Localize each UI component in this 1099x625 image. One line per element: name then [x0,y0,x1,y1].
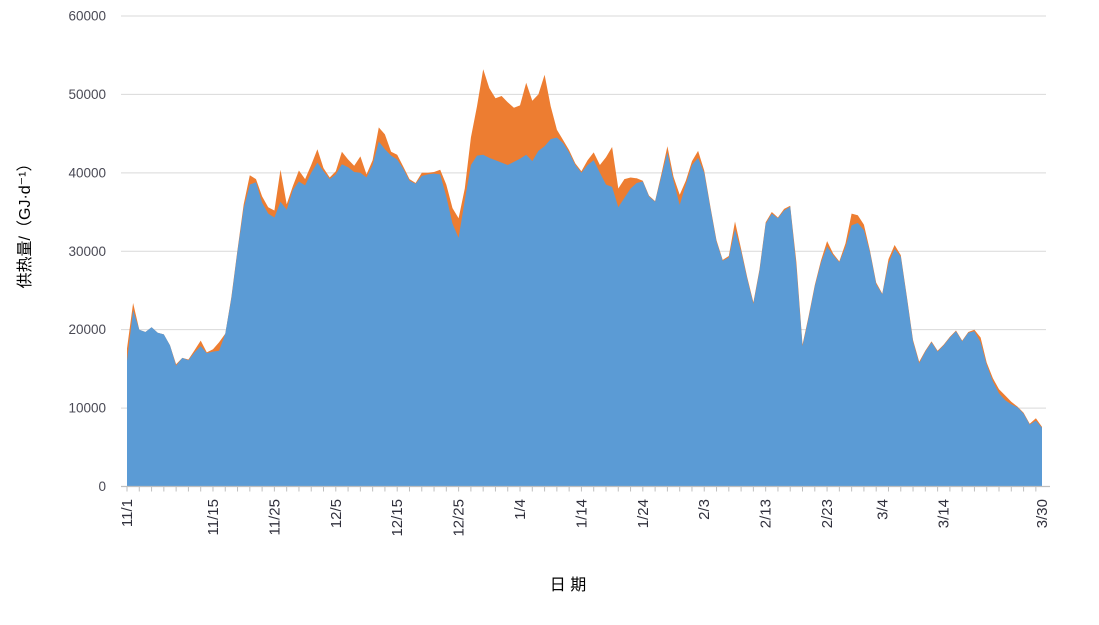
y-tick-label: 0 [98,479,106,494]
x-tick-label: 11/1 [119,499,136,527]
x-tick-label: 3/14 [936,499,953,528]
area-series [127,69,1042,487]
x-axis-title: 日 期 [550,576,586,594]
x-tick-label: 1/24 [635,499,652,528]
x-tick-label: 1/14 [573,499,590,528]
x-tick-label: 12/15 [389,499,406,537]
y-tick-label: 20000 [68,322,106,337]
series-blue-area [127,137,1042,487]
x-tick-label: 11/25 [266,499,283,535]
x-tick-label: 2/3 [696,499,713,520]
x-tick-label: 11/15 [205,499,222,535]
y-tick-label: 40000 [68,165,106,180]
y-tick-label: 50000 [68,87,106,102]
x-tick-label: 2/23 [819,499,836,528]
y-axis-tick-labels: 0 10000 20000 30000 40000 50000 60000 [68,9,106,495]
x-tick-label: 1/4 [512,499,529,520]
x-axis [121,485,1050,492]
x-axis-tick-labels: 11/1 11/15 11/25 12/5 12/15 12/25 1/4 1/14 1/24 2… [119,499,1051,537]
x-tick-label: 12/25 [451,499,468,537]
x-tick-label: 3/30 [1034,499,1051,528]
y-tick-label: 30000 [68,244,106,259]
y-tick-label: 10000 [68,401,106,416]
x-tick-label: 12/5 [328,499,345,528]
y-tick-label: 60000 [68,9,106,24]
x-tick-label: 3/4 [874,499,891,520]
y-axis-title: 供热量/（GJ·d⁻¹） [16,156,34,289]
x-tick-label: 2/13 [758,499,775,528]
